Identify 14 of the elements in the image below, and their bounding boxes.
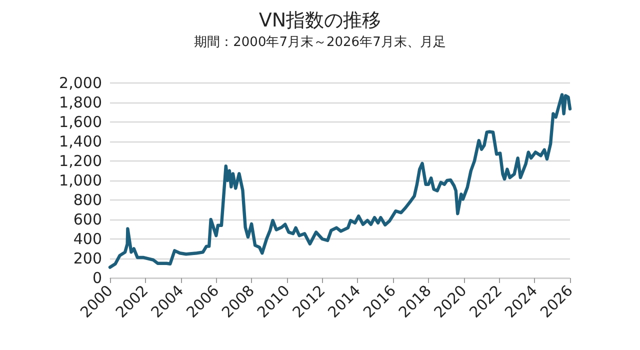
- y-tick-label: 1,200: [59, 152, 102, 170]
- y-tick-label: 1,400: [59, 132, 102, 150]
- y-tick-label: 2,000: [59, 74, 102, 92]
- y-tick-label: 0: [92, 269, 102, 287]
- chart-title: VN指数の推移: [258, 10, 382, 32]
- y-tick-label: 800: [73, 191, 102, 209]
- y-tick-label: 400: [73, 230, 102, 248]
- y-tick-label: 1,600: [59, 113, 102, 131]
- y-tick-label: 600: [73, 210, 102, 228]
- y-tick-label: 200: [73, 250, 102, 268]
- chart-subtitle: 期間：2000年7月末～2026年7月末、月足: [194, 35, 446, 50]
- y-tick-label: 1,000: [59, 172, 102, 190]
- line-series: [108, 93, 572, 269]
- y-tick-label: 1,800: [59, 94, 102, 112]
